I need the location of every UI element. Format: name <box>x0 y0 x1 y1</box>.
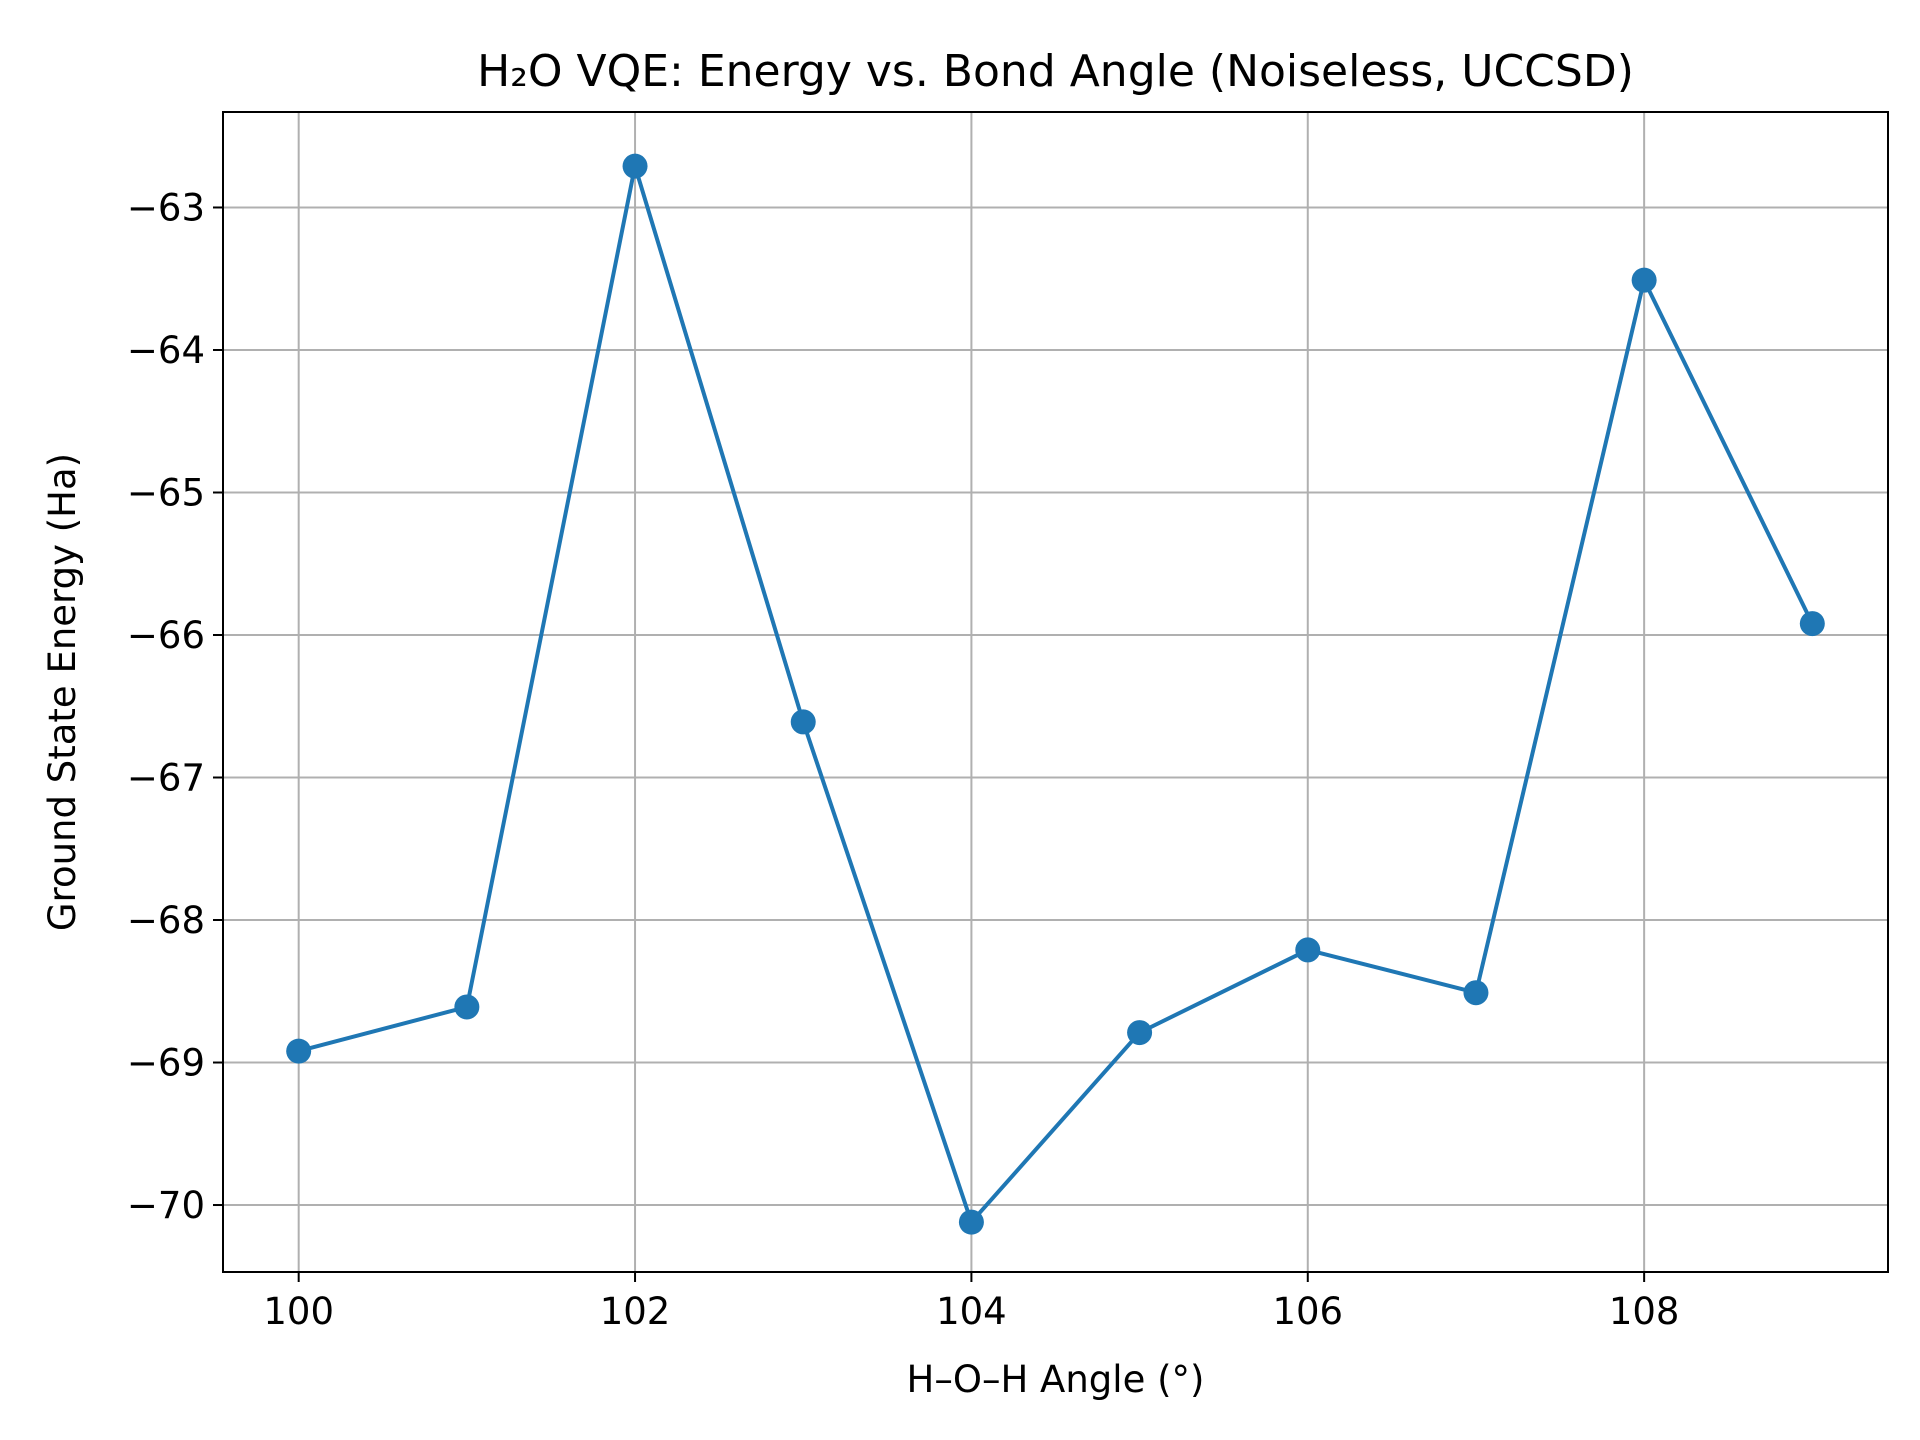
data-point <box>1295 937 1321 963</box>
axis-ticks: 100 102 104 106 108 −70 −69 −68 −67 −66 −65 −64 −63 <box>127 186 1680 1333</box>
grid <box>223 112 1888 1272</box>
x-tick-label: 102 <box>600 1290 671 1333</box>
data-point <box>1631 267 1657 293</box>
y-axis-label: Ground State Energy (Ha) <box>41 453 84 931</box>
y-tick-label: −63 <box>127 186 205 229</box>
data-series <box>286 153 1825 1235</box>
x-axis-label: H–O–H Angle (°) <box>907 1358 1205 1401</box>
data-point <box>286 1038 312 1064</box>
x-tick-label: 100 <box>263 1290 334 1333</box>
y-tick-label: −64 <box>127 329 205 372</box>
data-point <box>1799 611 1825 637</box>
x-tick-label: 106 <box>1272 1290 1343 1333</box>
y-tick-label: −67 <box>127 757 205 800</box>
y-tick-label: −68 <box>127 899 205 942</box>
y-tick-label: −66 <box>127 614 205 657</box>
y-tick-label: −65 <box>127 471 205 514</box>
y-tick-label: −69 <box>127 1042 205 1085</box>
data-point <box>1463 980 1489 1006</box>
x-tick-label: 108 <box>1609 1290 1680 1333</box>
data-point <box>958 1209 984 1235</box>
data-point <box>1127 1020 1153 1046</box>
data-point <box>790 709 816 735</box>
x-tick-label: 104 <box>936 1290 1007 1333</box>
series-line <box>298 164 1815 1225</box>
chart-title: H₂O VQE: Energy vs. Bond Angle (Noiseles… <box>477 46 1634 97</box>
y-tick-label: −70 <box>127 1184 205 1227</box>
data-point <box>622 153 648 179</box>
data-point <box>454 994 480 1020</box>
plot-frame <box>222 111 1889 1273</box>
